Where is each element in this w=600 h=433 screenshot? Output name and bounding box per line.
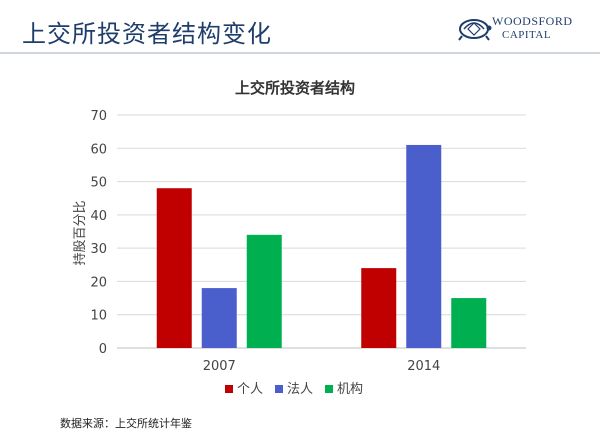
y-tick-labels: 0 10 20 30 40 50 60 70	[90, 109, 107, 357]
bar-2007-个人	[156, 188, 192, 348]
bar-2014-个人	[361, 268, 397, 348]
source-note: 数据来源：上交所统计年鉴	[60, 417, 192, 430]
logo-text-secondary: CAPITAL	[502, 29, 552, 41]
y-axis-label: 持股百分比	[73, 200, 88, 265]
turtle-icon	[458, 19, 492, 41]
bars	[156, 144, 487, 348]
y-tick-label: 20	[90, 275, 107, 290]
y-tick-label: 60	[90, 142, 107, 157]
company-logo: WOODSFORD CAPITAL	[456, 10, 586, 48]
legend-swatch	[225, 385, 233, 393]
y-tick-label: 30	[90, 242, 107, 257]
y-tick-label: 10	[90, 309, 107, 324]
title-rule	[0, 52, 600, 54]
bar-2014-法人	[406, 144, 442, 348]
slide-title: 上交所投资者结构变化	[22, 20, 272, 48]
bar-2007-机构	[246, 234, 282, 348]
y-tick-label: 0	[99, 342, 107, 357]
legend-label: 机构	[337, 382, 363, 397]
y-tick-label: 40	[90, 209, 107, 224]
logo-text-primary: WOODSFORD	[492, 14, 573, 28]
x-tick-label: 2014	[407, 359, 440, 374]
x-tick-label: 2007	[203, 359, 236, 374]
bar-2014-机构	[451, 298, 487, 348]
x-tick-labels: 2007 2014	[203, 359, 441, 374]
y-tick-label: 50	[90, 176, 107, 191]
legend: 个人 法人 机构	[225, 382, 363, 397]
legend-swatch	[275, 385, 283, 393]
legend-swatch	[325, 385, 333, 393]
chart-title: 上交所投资者结构	[235, 79, 355, 97]
y-tick-label: 70	[90, 109, 107, 124]
legend-label: 法人	[287, 382, 313, 397]
legend-label: 个人	[237, 382, 263, 397]
bar-2007-法人	[201, 288, 237, 348]
